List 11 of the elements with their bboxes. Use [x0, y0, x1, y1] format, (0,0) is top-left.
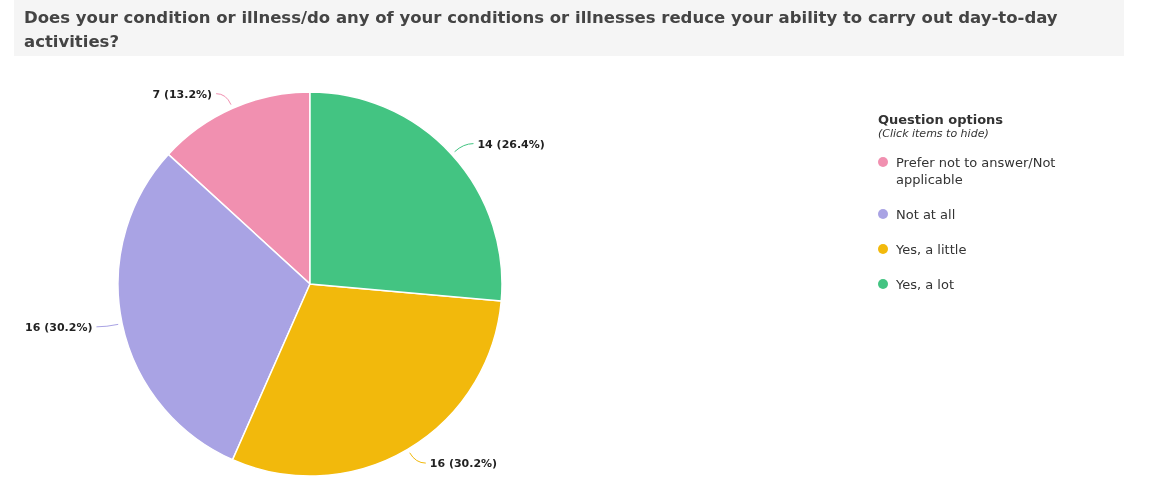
data-label: 16 (30.2%): [25, 320, 93, 334]
data-label: 14 (26.4%): [477, 137, 545, 151]
data-label: 7 (13.2%): [152, 87, 213, 101]
legend-label: Yes, a lot: [896, 276, 955, 293]
legend-label: Not at all: [896, 206, 956, 223]
legend-title: Question options: [878, 112, 1005, 127]
legend-label: Prefer not to answer/Not applicable: [896, 154, 1057, 188]
chart-title: Does your condition or illness/do any of your conditions or illnesses reduce your ability to carry out day-to-day activities?: [24, 8, 1058, 51]
text: (Click items to hide): [878, 127, 990, 140]
data-label: 16 (30.2%): [429, 457, 498, 471]
legend-label: Yes, a little: [896, 241, 967, 258]
